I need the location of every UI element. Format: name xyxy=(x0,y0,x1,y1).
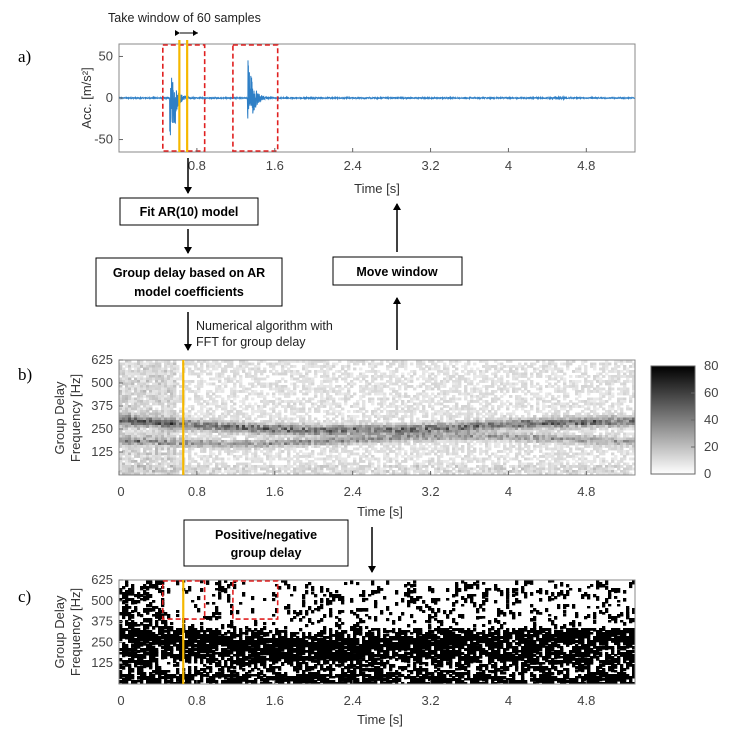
highlight-box-a-0 xyxy=(162,44,206,152)
group-delay-label-line1: Group delay based on AR xyxy=(113,266,265,280)
fft-note-line2: FFT for group delay xyxy=(196,335,306,349)
x-tick-b-0: 0 xyxy=(117,484,124,499)
panel-label-b: b) xyxy=(18,365,32,384)
posneg-label-line1: Positive/negative xyxy=(215,528,317,542)
x-tick-a-5: 4.8 xyxy=(577,158,595,173)
y-tick-b-4: 625 xyxy=(91,352,113,367)
panel-label-c: c) xyxy=(18,587,31,606)
y-axis-label-a: Acc. [m/s²] xyxy=(79,67,94,128)
y-axis-label-b-line2: Frequency [Hz] xyxy=(68,374,83,462)
y-tick-a-2: -50 xyxy=(94,132,113,147)
highlight-box-a-1 xyxy=(232,44,279,152)
acceleration-signal-line xyxy=(119,60,635,136)
binary-group-delay-map: 125 250 375 500 625 0 0.8 1.6 2.4 3.2 4 4.8 Group D… xyxy=(52,572,636,727)
x-tick-b-6: 4.8 xyxy=(577,484,595,499)
move-window-label: Move window xyxy=(356,265,438,279)
highlight-box-c-1 xyxy=(232,580,279,620)
x-tick-a-4: 4 xyxy=(505,158,512,173)
plot-c-frame xyxy=(118,579,636,685)
colorbar-tick-1: 20 xyxy=(704,439,718,454)
colorbar-tick-2: 40 xyxy=(704,412,718,427)
x-axis-label-b: Time [s] xyxy=(357,504,403,519)
x-tick-b-1: 0.8 xyxy=(188,484,206,499)
y-tick-b-2: 375 xyxy=(91,398,113,413)
acceleration-plot: 50 0 -50 0.8 1.6 2.4 3.2 4 4.8 Acc. [m/s²] Time … xyxy=(79,40,636,196)
y-tick-b-3: 500 xyxy=(91,375,113,390)
colorbar-tick-0: 0 xyxy=(704,466,711,481)
y-tick-a-0: 50 xyxy=(99,48,113,63)
colorbar-tick-4: 80 xyxy=(704,358,718,373)
colorbar-tick-3: 60 xyxy=(704,385,718,400)
x-tick-c-2: 1.6 xyxy=(266,693,284,708)
x-tick-c-5: 4 xyxy=(505,693,512,708)
y-axis-label-c-line1: Group Delay xyxy=(52,595,67,668)
window-annotation: Take window of 60 samples xyxy=(108,11,261,25)
x-tick-a-2: 2.4 xyxy=(344,158,362,173)
x-tick-c-0: 0 xyxy=(117,693,124,708)
y-tick-c-3: 500 xyxy=(91,593,113,608)
panel-label-a: a) xyxy=(18,47,31,66)
x-axis-label-c: Time [s] xyxy=(357,712,403,727)
move-window-box: Move window xyxy=(332,256,463,286)
x-tick-c-6: 4.8 xyxy=(577,693,595,708)
posneg-label-line2: group delay xyxy=(231,546,302,560)
group-delay-label-line2: model coefficients xyxy=(134,285,244,299)
y-tick-c-0: 125 xyxy=(91,655,113,670)
x-tick-c-3: 2.4 xyxy=(344,693,362,708)
y-tick-b-1: 250 xyxy=(91,421,113,436)
group-delay-box: Group delay based on AR model coefficien… xyxy=(95,257,283,307)
x-tick-c-1: 0.8 xyxy=(188,693,206,708)
x-tick-a-3: 3.2 xyxy=(422,158,440,173)
x-tick-a-1: 1.6 xyxy=(266,158,284,173)
x-axis-label-a: Time [s] xyxy=(354,181,400,196)
x-tick-b-5: 4 xyxy=(505,484,512,499)
y-tick-c-4: 625 xyxy=(91,572,113,587)
y-axis-label-c-line2: Frequency [Hz] xyxy=(68,588,83,676)
fit-ar-model-box: Fit AR(10) model xyxy=(119,197,259,226)
y-tick-c-1: 250 xyxy=(91,634,113,649)
colorbar: 0 20 40 60 80 xyxy=(650,358,718,481)
x-tick-c-4: 3.2 xyxy=(422,693,440,708)
y-axis-label-b-line1: Group Delay xyxy=(52,381,67,454)
x-tick-b-2: 1.6 xyxy=(266,484,284,499)
x-tick-b-3: 2.4 xyxy=(344,484,362,499)
group-delay-spectrogram: 125 250 375 500 625 0 0.8 1.6 2.4 3.2 4 4.8 Group D… xyxy=(52,352,636,519)
colorbar-gradient xyxy=(650,365,696,475)
y-tick-b-0: 125 xyxy=(91,444,113,459)
fft-note-line1: Numerical algorithm with xyxy=(196,319,333,333)
fit-ar-model-label: Fit AR(10) model xyxy=(140,205,239,219)
plot-b-frame xyxy=(118,359,636,476)
positive-negative-box: Positive/negative group delay xyxy=(183,519,349,567)
y-tick-c-2: 375 xyxy=(91,614,113,629)
x-tick-a-0: 0.8 xyxy=(188,158,206,173)
y-tick-a-1: 0 xyxy=(106,90,113,105)
x-tick-b-4: 3.2 xyxy=(422,484,440,499)
